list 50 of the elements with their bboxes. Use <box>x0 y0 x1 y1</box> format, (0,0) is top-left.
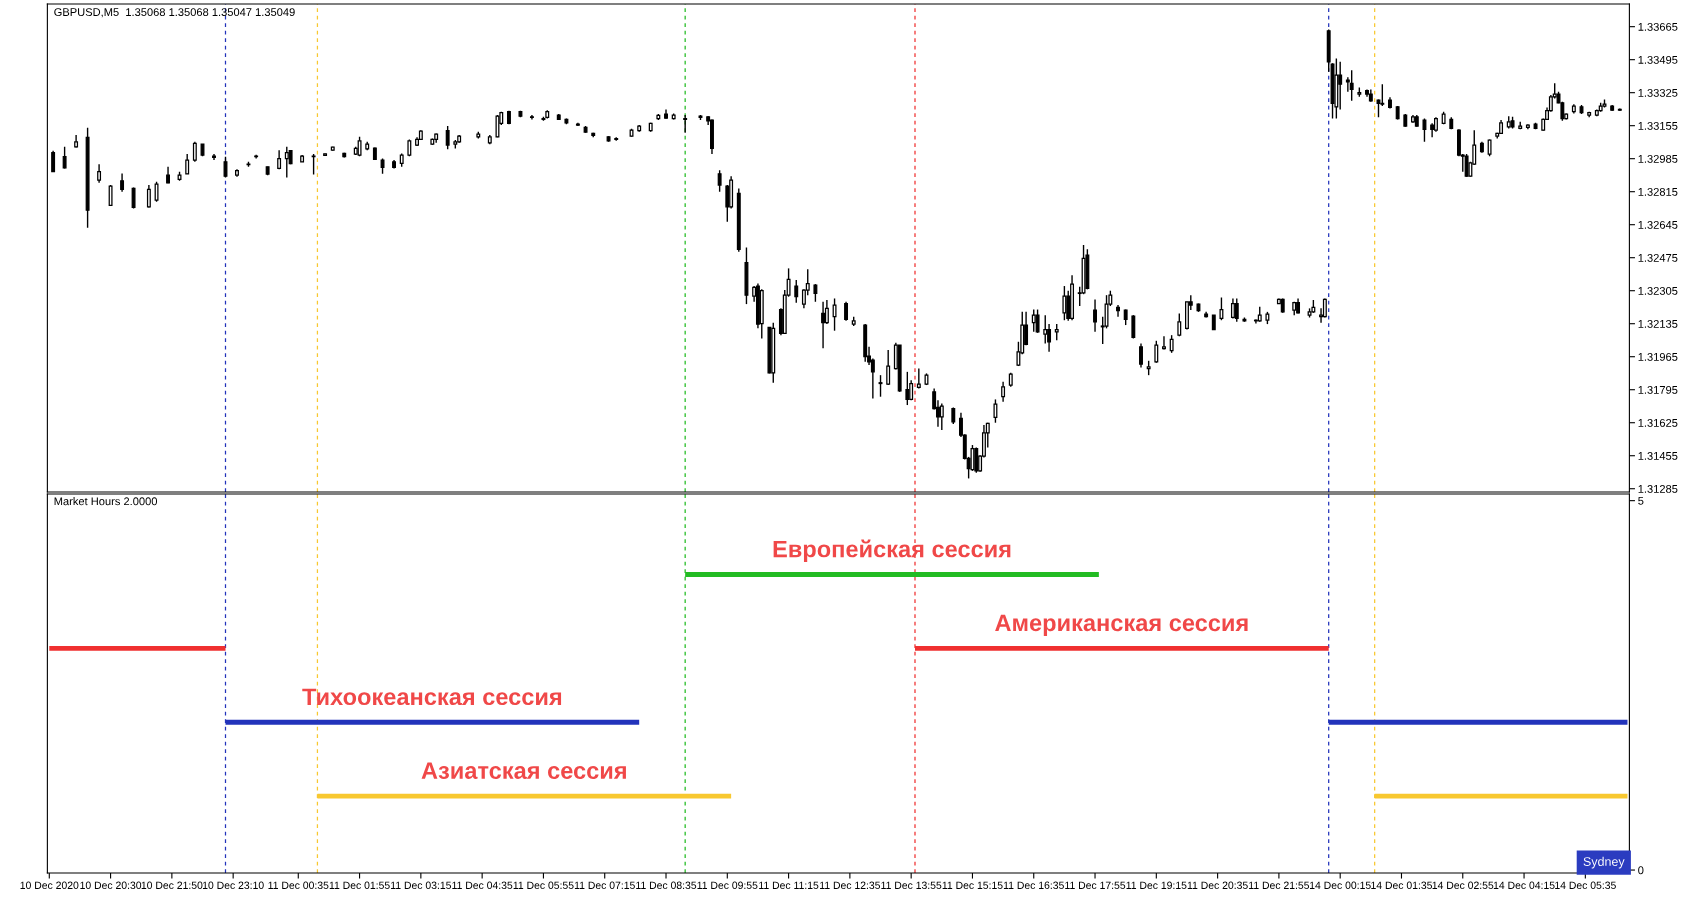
y-tick-label: 1.31795 <box>1638 385 1678 394</box>
x-tick-label: 11 Dec 15:15 <box>942 881 1003 889</box>
x-tick-label: 14 Dec 05:35 <box>1555 881 1616 889</box>
x-tick-label: 11 Dec 07:15 <box>574 881 635 889</box>
annotation: Sydney <box>1583 856 1625 869</box>
x-tick-label: 10 Dec 21:50 <box>141 881 203 889</box>
series-label: Американская сессия <box>995 614 1248 636</box>
x-tick-label: 11 Dec 13:55 <box>881 881 942 889</box>
x-tick-label: 11 Dec 19:15 <box>1126 881 1187 889</box>
y-tick-label: 1.33495 <box>1638 55 1678 64</box>
y-tick-label: 1.32135 <box>1638 319 1678 328</box>
y-tick-label: 1.32305 <box>1638 286 1678 295</box>
chart-title: Market Hours 2.0000 <box>54 497 158 506</box>
y-tick-label: 1.33665 <box>1638 22 1678 31</box>
y-tick-label: 1.31625 <box>1638 418 1678 427</box>
y-tick-label: 1.32815 <box>1638 187 1678 196</box>
y-tick-label: 5 <box>1638 497 1644 505</box>
x-tick-label: 14 Dec 04:15 <box>1493 881 1555 889</box>
x-tick-label: 10 Dec 2020 <box>20 881 79 889</box>
x-tick-label: 11 Dec 09:55 <box>697 881 758 889</box>
y-tick-label: 1.32475 <box>1638 253 1678 262</box>
x-tick-label: 14 Dec 00:15 <box>1310 881 1371 889</box>
x-tick-label: 10 Dec 23:10 <box>202 881 264 889</box>
y-tick-label: 1.32645 <box>1638 220 1678 229</box>
y-tick-label: 1.31455 <box>1638 451 1678 460</box>
x-tick-label: 11 Dec 05:55 <box>513 881 574 889</box>
x-tick-label: 11 Dec 20:35 <box>1187 881 1248 889</box>
x-tick-label: 10 Dec 20:30 <box>80 881 142 889</box>
y-tick-label: 1.33155 <box>1638 121 1678 130</box>
y-tick-label: 1.32985 <box>1638 154 1678 163</box>
y-tick-label: 1.31285 <box>1638 485 1678 493</box>
x-tick-label: 11 Dec 04:35 <box>452 881 513 889</box>
x-tick-label: 11 Dec 16:35 <box>1003 881 1064 889</box>
chart-title: GBPUSD,M5 1.35068 1.35068 1.35047 1.35049 <box>54 8 295 18</box>
series-label: Тихоокеанская сессия <box>302 688 562 706</box>
series-label: Европейская сессия <box>773 539 1011 563</box>
x-tick-label: 14 Dec 02:55 <box>1432 881 1494 889</box>
x-tick-label: 11 Dec 21:55 <box>1249 881 1310 889</box>
y-tick-label: 1.31965 <box>1638 352 1678 361</box>
y-tick-label: 0 <box>1638 866 1644 875</box>
x-tick-label: 11 Dec 03:15 <box>391 881 452 889</box>
x-tick-label: 11 Dec 11:15 <box>759 881 819 889</box>
x-tick-label: 11 Dec 00:35 <box>268 881 329 889</box>
y-tick-label: 1.33325 <box>1638 88 1678 97</box>
x-tick-label: 14 Dec 01:35 <box>1371 881 1433 889</box>
x-tick-label: 11 Dec 01:55 <box>329 881 390 889</box>
series-label: Азиатская сессия <box>421 762 626 779</box>
x-tick-label: 11 Dec 17:55 <box>1065 881 1126 889</box>
x-tick-label: 11 Dec 12:35 <box>820 881 881 889</box>
x-tick-label: 11 Dec 08:35 <box>636 881 697 889</box>
